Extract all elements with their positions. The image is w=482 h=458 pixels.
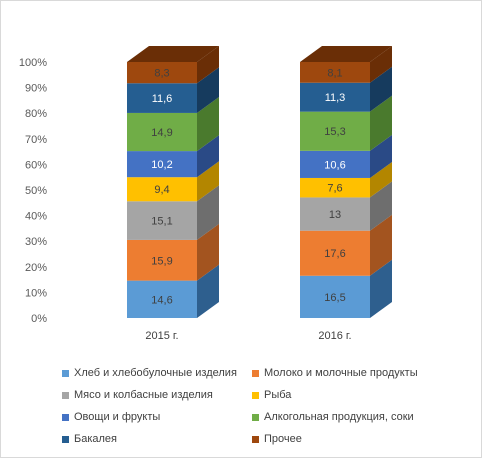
bar-segment-side — [370, 95, 392, 151]
bar-segment-side — [370, 46, 392, 83]
data-label: 16,5 — [324, 292, 345, 304]
bar-segment-side — [370, 134, 392, 178]
bar-segment-side — [197, 264, 219, 318]
legend-item-grocery: Бакалея — [62, 430, 252, 448]
bar-segment — [300, 197, 370, 231]
bar-top-face — [300, 46, 392, 62]
data-label: 17,6 — [324, 248, 345, 260]
bar-segment-side — [197, 185, 219, 240]
bar-segment-side — [197, 96, 219, 152]
data-label: 7,6 — [327, 183, 342, 195]
legend-item-alcohol: Алкогольная продукция, соки — [252, 408, 442, 426]
bar-segment — [127, 177, 197, 202]
y-tick-label: 90% — [25, 83, 47, 95]
bar-segment — [127, 112, 197, 152]
bar-segment — [127, 62, 197, 84]
bar-segment-side — [197, 223, 219, 281]
category-label: 2016 г. — [318, 330, 351, 342]
legend-swatch — [62, 369, 69, 377]
data-label: 14,6 — [151, 294, 172, 306]
bar-segment-side — [370, 214, 392, 276]
legend: Хлеб и хлебобулочные изделия Молоко и мо… — [62, 364, 472, 448]
y-tick-label: 10% — [25, 287, 47, 299]
legend-swatch — [252, 413, 259, 421]
bar-segment-side — [197, 46, 219, 84]
legend-item-vegetables: Овощи и фрукты — [62, 408, 252, 426]
bar-segment — [300, 230, 370, 276]
y-tick-label: 20% — [25, 262, 47, 274]
data-label: 11,3 — [325, 92, 346, 104]
data-label: 15,9 — [151, 255, 172, 267]
legend-item-meat: Мясо и колбасные изделия — [62, 386, 252, 404]
legend-item-other: Прочее — [252, 430, 442, 448]
legend-item-bread: Хлеб и хлебобулочные изделия — [62, 364, 252, 382]
data-label: 9,4 — [154, 184, 169, 196]
data-label: 15,1 — [151, 216, 172, 228]
data-label: 13 — [329, 209, 341, 221]
bar-top-face — [127, 46, 219, 62]
y-tick-label: 80% — [25, 108, 47, 120]
data-label: 10,2 — [151, 159, 172, 171]
bar-segment — [300, 150, 370, 178]
y-tick-label: 40% — [25, 211, 47, 223]
data-label: 11,6 — [152, 93, 173, 105]
bar-segment — [300, 177, 370, 198]
y-tick-label: 100% — [19, 57, 47, 69]
bar-segment-side — [370, 259, 392, 318]
bar-segment — [300, 111, 370, 151]
legend-label: Рыба — [264, 389, 292, 401]
bar-segment-side — [370, 161, 392, 198]
legend-label: Мясо и колбасные изделия — [74, 389, 213, 401]
data-label: 8,3 — [154, 68, 169, 80]
bar-segment — [127, 83, 197, 113]
legend-swatch — [62, 391, 69, 399]
y-tick-label: 30% — [25, 236, 47, 248]
data-label: 14,9 — [151, 127, 172, 139]
bar-segment — [300, 62, 370, 83]
bar-segment — [127, 201, 197, 240]
bar-segment — [127, 151, 197, 178]
y-tick-label: 60% — [25, 159, 47, 171]
legend-swatch — [252, 391, 259, 399]
legend-swatch — [252, 435, 259, 443]
bar-segment-side — [197, 161, 219, 202]
bar-segment-side — [370, 66, 392, 112]
legend-label: Алкогольная продукция, соки — [264, 411, 414, 423]
legend-label: Бакалея — [74, 433, 118, 445]
legend-label: Овощи и фрукты — [74, 411, 161, 423]
legend-item-dairy: Молоко и молочные продукты — [252, 364, 442, 382]
legend-item-fish: Рыба — [252, 386, 442, 404]
y-tick-label: 70% — [25, 134, 47, 146]
legend-swatch — [252, 369, 259, 377]
legend-label: Хлеб и хлебобулочные изделия — [74, 367, 237, 379]
data-label: 8,1 — [327, 67, 342, 79]
legend-label: Молоко и молочные продукты — [264, 367, 418, 379]
data-label: 10,6 — [324, 159, 345, 171]
bar-segment-side — [197, 135, 219, 178]
legend-swatch — [62, 413, 69, 421]
data-label: 15,3 — [324, 126, 345, 138]
legend-label: Прочее — [264, 433, 302, 445]
bar-segment — [127, 280, 197, 318]
bar-segment — [300, 275, 370, 318]
bar-segment — [127, 239, 197, 281]
y-tick-label: 0% — [31, 313, 47, 325]
legend-swatch — [62, 435, 69, 443]
category-label: 2015 г. — [145, 330, 178, 342]
bar-segment — [300, 82, 370, 112]
bar-segment-side — [370, 181, 392, 231]
y-tick-label: 50% — [25, 185, 47, 197]
bar-segment-side — [197, 67, 219, 113]
